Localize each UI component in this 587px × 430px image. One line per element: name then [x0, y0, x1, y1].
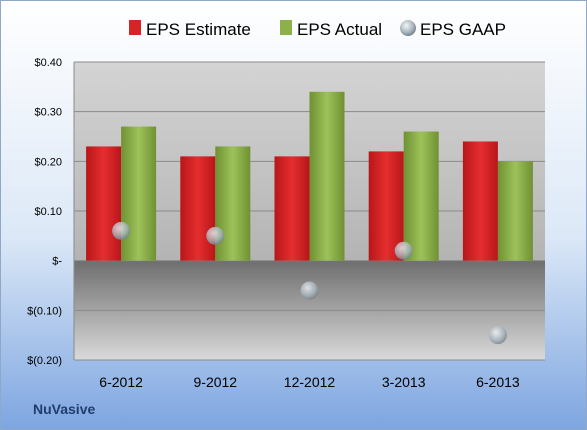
marker-eps-gaap — [488, 326, 507, 345]
bar-eps-actual — [403, 131, 439, 261]
y-axis-ticks: $0.40 $0.30 $0.20 $0.10 $- $(0.10) $(0.20) — [27, 57, 62, 367]
y-tick-label: $0.30 — [34, 107, 62, 119]
bar-eps-estimate — [180, 156, 216, 261]
x-category-label: 6-2012 — [99, 374, 143, 390]
y-tick-label: $(0.10) — [27, 305, 62, 317]
y-tick-label: $0.40 — [34, 57, 62, 69]
y-tick-label: $0.10 — [34, 206, 62, 218]
marker-eps-gaap — [112, 221, 131, 240]
legend-label-actual: EPS Actual — [297, 20, 382, 39]
marker-eps-gaap — [206, 226, 225, 245]
y-tick-label: $- — [52, 256, 62, 268]
bar-eps-actual — [121, 126, 157, 261]
gaap-markers — [112, 221, 507, 345]
marker-eps-gaap — [394, 241, 413, 260]
x-category-label: 12-2012 — [284, 374, 336, 390]
bar-eps-actual — [497, 161, 533, 261]
legend: EPS Estimate EPS Actual EPS GAAP — [129, 20, 506, 39]
bar-eps-estimate — [86, 146, 122, 261]
legend-swatch-gaap — [400, 20, 416, 36]
legend-label-gaap: EPS GAAP — [420, 20, 506, 39]
x-category-label: 6-2013 — [476, 374, 520, 390]
bar-eps-actual — [309, 91, 345, 261]
legend-swatch-estimate — [129, 20, 141, 35]
y-tick-label: $(0.20) — [27, 355, 62, 367]
bars — [86, 91, 533, 261]
bar-eps-estimate — [462, 141, 498, 261]
legend-label-estimate: EPS Estimate — [146, 20, 251, 39]
y-tick-label: $0.20 — [34, 156, 62, 168]
marker-eps-gaap — [300, 281, 319, 300]
x-category-label: 9-2012 — [194, 374, 238, 390]
brand-label: NuVasive — [33, 401, 95, 417]
x-category-label: 3-2013 — [382, 374, 426, 390]
bar-eps-estimate — [274, 156, 310, 261]
x-axis-categories: 6-2012 9-2012 12-2012 3-2013 6-2013 — [99, 374, 520, 390]
legend-swatch-actual — [280, 20, 292, 35]
bar-eps-estimate — [368, 151, 404, 261]
bar-eps-actual — [215, 146, 251, 261]
